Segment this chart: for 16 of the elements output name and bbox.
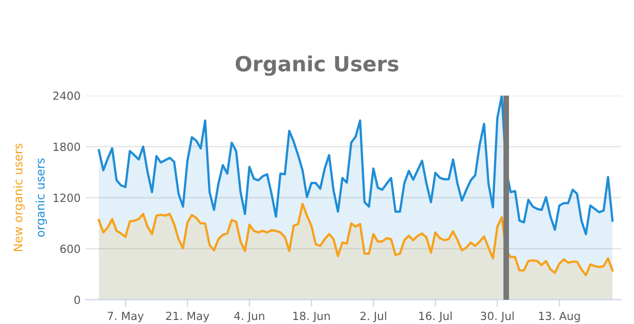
x-tick-label: 2. Jul	[360, 312, 386, 322]
x-tick-label: 18. Jun	[293, 312, 330, 322]
x-tick-label: 13. Aug	[539, 312, 580, 322]
y-tick-label: 600	[60, 244, 80, 254]
y-tick-label: 0	[74, 296, 80, 304]
text: New organic users	[13, 144, 25, 251]
y-tick-label: 2400	[53, 92, 80, 100]
chart-title: Organic Users	[236, 55, 398, 76]
x-tick-label: 7. May	[108, 312, 144, 322]
x-tick-label: 30. Jul	[480, 312, 514, 322]
x-tick-label: 4. Jun	[234, 312, 264, 322]
text: organic users	[35, 158, 47, 237]
y-tick-label: 1800	[54, 142, 80, 151]
x-tick-label: 16. Jul	[419, 312, 452, 322]
x-tick-label: 21. May	[166, 312, 210, 322]
y-tick-label: 1200	[54, 194, 80, 202]
